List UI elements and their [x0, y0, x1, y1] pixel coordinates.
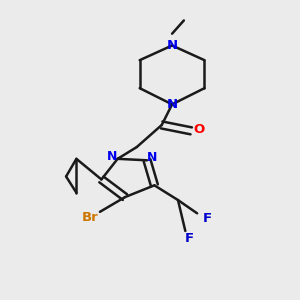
- Text: F: F: [203, 212, 212, 225]
- Text: O: O: [193, 123, 204, 136]
- Text: Br: Br: [81, 211, 98, 224]
- Text: N: N: [107, 150, 118, 163]
- Text: F: F: [185, 232, 194, 245]
- Text: N: N: [167, 39, 178, 52]
- Text: N: N: [147, 152, 158, 164]
- Text: N: N: [167, 98, 178, 111]
